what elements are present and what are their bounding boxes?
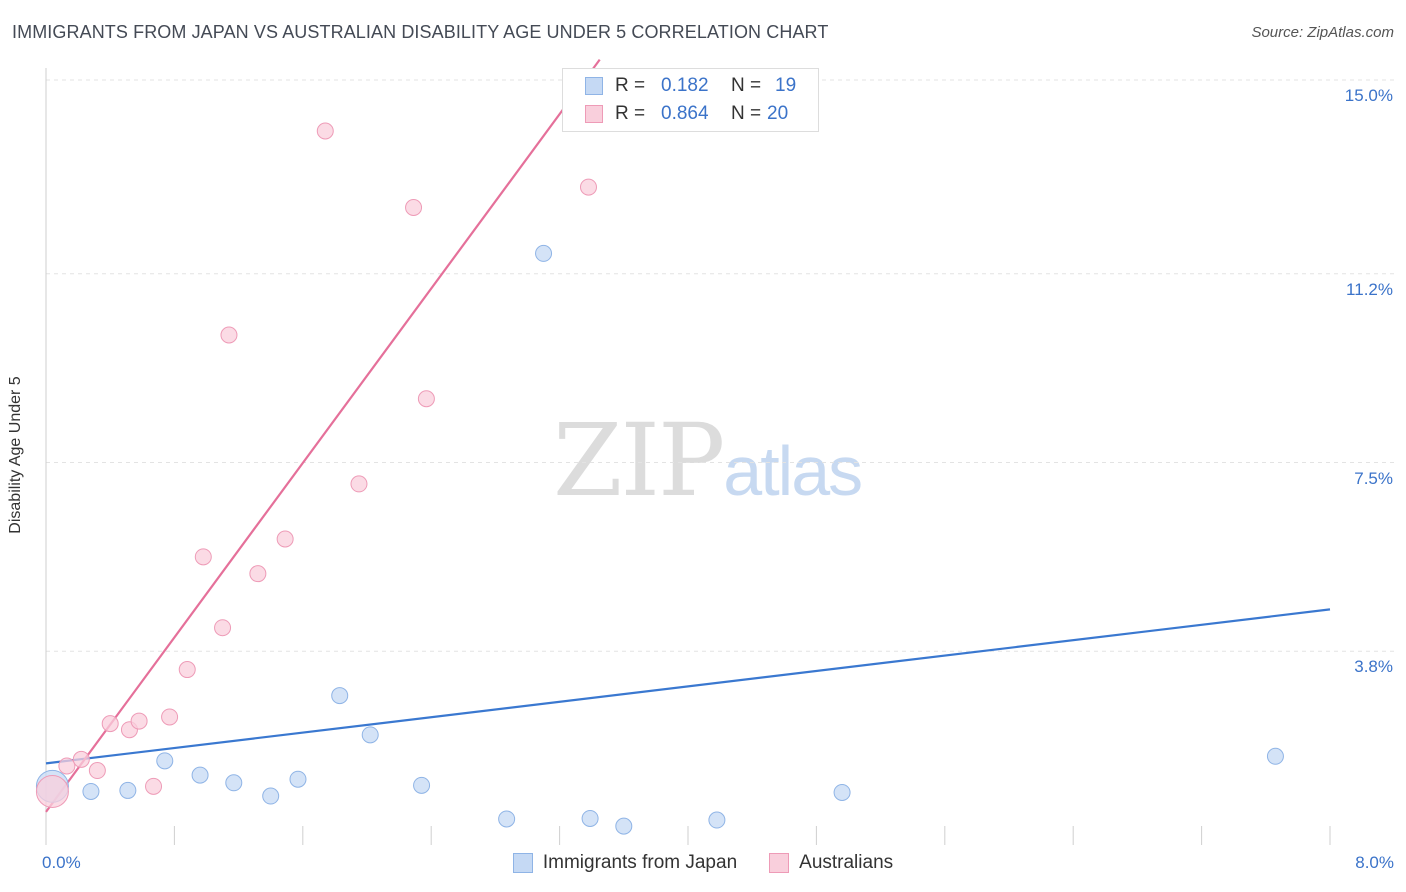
point-japan	[156, 752, 174, 770]
legend-r-value: 0.864	[661, 103, 709, 124]
point-japan	[225, 774, 243, 792]
legend-n-label: N =	[731, 103, 762, 124]
legend-row-australians: R = 0.864 N = 20	[585, 103, 788, 125]
y-axis-label: Disability Age Under 5	[7, 376, 24, 534]
point-australians	[194, 548, 212, 566]
grid-lines	[46, 79, 1395, 652]
point-australians	[214, 619, 232, 637]
point-australians	[276, 530, 294, 548]
chart-title: IMMIGRANTS FROM JAPAN VS AUSTRALIAN DISA…	[12, 22, 829, 42]
y-tick-label: 7.5%	[1354, 468, 1393, 488]
legend-label-japan: Immigrants from Japan	[542, 852, 738, 873]
x-tick-label: 0.0%	[42, 853, 81, 872]
point-japan	[82, 782, 100, 800]
watermark-zip: ZIP	[553, 402, 725, 519]
point-australians	[145, 777, 163, 795]
legend-label-australians: Australians	[799, 852, 894, 873]
legend-swatch-australians	[769, 853, 790, 873]
point-japan	[833, 783, 851, 801]
correlation-legend: R = 0.182 N = 19 R = 0.864 N = 20	[562, 68, 819, 132]
point-japan	[191, 766, 209, 784]
point-australians	[130, 712, 148, 730]
point-japan	[331, 687, 349, 705]
y-tick-label: 3.8%	[1354, 657, 1393, 677]
legend-row-japan: R = 0.182 N = 19	[585, 75, 796, 97]
point-australians	[88, 762, 106, 780]
point-japan	[581, 809, 599, 827]
point-australians	[405, 199, 423, 216]
point-japan	[1266, 747, 1284, 765]
point-japan	[361, 726, 379, 744]
point-japan	[289, 770, 307, 788]
point-australians	[35, 774, 69, 808]
point-australians	[72, 750, 90, 768]
series-legend: Immigrants from Japan Australians	[0, 852, 1406, 874]
point-australians	[161, 708, 179, 726]
point-japan	[535, 244, 553, 262]
point-japan	[413, 776, 431, 794]
point-australians	[58, 757, 76, 775]
trend-lines	[45, 58, 1331, 813]
legend-swatch-japan	[512, 853, 533, 873]
legend-n-value: 20	[767, 103, 789, 124]
legend-swatch-australians	[585, 105, 603, 123]
x-tick-label: 8.0%	[1355, 853, 1394, 872]
point-japan	[262, 787, 280, 805]
point-japan	[498, 810, 516, 828]
y-tick-label: 11.2%	[1346, 279, 1393, 299]
trend-line-australians	[45, 58, 601, 813]
legend-swatch-japan	[585, 77, 603, 95]
legend-item-australians: Australians	[769, 852, 893, 874]
legend-r-label: R =	[615, 75, 646, 96]
y-tick-label: 15.0%	[1344, 86, 1393, 105]
legend-n-label: N =	[731, 75, 762, 96]
legend-r-value: 0.182	[661, 75, 709, 96]
legend-item-japan: Immigrants from Japan	[512, 852, 738, 874]
axes	[45, 68, 1331, 845]
point-japan	[708, 811, 726, 829]
point-australians	[220, 326, 238, 344]
point-japan	[119, 781, 137, 799]
point-australians	[249, 565, 267, 583]
watermark-atlas: atlas	[723, 432, 863, 510]
legend-n-value: 19	[775, 75, 797, 96]
point-australians	[316, 122, 334, 140]
point-australians	[579, 178, 597, 196]
point-australians	[417, 390, 435, 408]
point-australians	[350, 475, 368, 493]
watermark: ZIPatlas	[553, 402, 863, 519]
legend-r-label: R =	[615, 103, 646, 124]
data-points	[35, 122, 1284, 835]
trend-line-japan	[45, 608, 1331, 765]
point-japan	[615, 817, 633, 835]
point-australians	[178, 661, 196, 679]
source-label: Source: ZipAtlas.com	[1251, 24, 1394, 41]
point-australians	[101, 715, 119, 733]
